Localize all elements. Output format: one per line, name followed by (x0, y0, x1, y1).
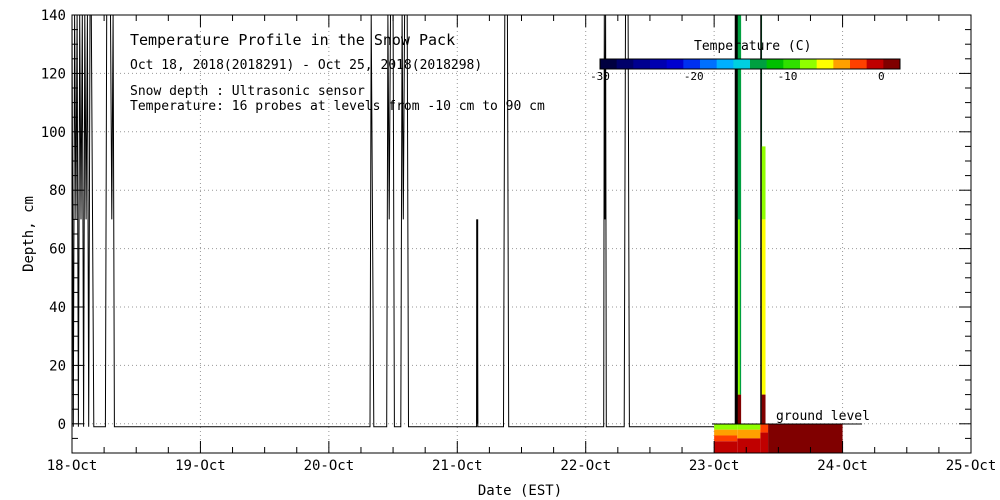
y-tick-labels: 0 20 40 60 80 100 120 140 (41, 8, 66, 433)
note-snow-depth: Snow depth : Ultrasonic sensor (130, 84, 365, 99)
colorbar-swatch (633, 59, 651, 69)
temperature-cell (735, 15, 742, 395)
temperature-cell (737, 438, 761, 453)
y-tick-label: 120 (41, 66, 66, 82)
colorbar-tick-label: -10 (778, 70, 798, 83)
temperature-cell (714, 435, 738, 442)
colorbar-tick-label: -20 (684, 70, 704, 83)
y-tick-label: 0 (58, 417, 66, 433)
colorbar-title: Temperature (C) (694, 39, 811, 54)
x-tick-label: 22-Oct (560, 458, 611, 474)
x-tick-label: 21-Oct (432, 458, 483, 474)
colorbar-swatch (850, 59, 868, 69)
y-tick-label: 60 (49, 242, 66, 258)
plot-frame (71, 14, 972, 454)
x-tick-labels: 18-Oct 19-Oct 20-Oct 21-Oct 22-Oct 23-Oct 24-O… (47, 458, 997, 474)
temperature-cell (760, 423, 769, 433)
temperature-cell (768, 423, 843, 453)
temperature-cell (761, 219, 766, 395)
snow-depth-series (71, 14, 762, 428)
colorbar-swatch (616, 59, 634, 69)
temperature-cell (714, 441, 738, 453)
ground-level-label: ground level (776, 409, 870, 424)
x-tick-label: 25-Oct (946, 458, 997, 474)
x-tick-label: 24-Oct (817, 458, 868, 474)
temperature-cell (714, 423, 738, 430)
temperature-cell (761, 394, 766, 424)
colorbar-swatch (650, 59, 668, 69)
chart-subtitle: Oct 18, 2018(2018291) - Oct 25, 2018(201… (130, 58, 482, 73)
colorbar-swatch (666, 59, 684, 69)
colorbar-swatch (600, 59, 618, 69)
axis-ticks (71, 14, 972, 454)
colorbar-swatch (716, 59, 734, 69)
colorbar-tick-label: -30 (590, 70, 610, 83)
colorbar-swatch (883, 59, 901, 69)
x-axis-label: Date (EST) (478, 483, 562, 499)
x-tick-label: 18-Oct (47, 458, 98, 474)
temperature-cell (760, 432, 769, 453)
chart-title: Temperature Profile in the Snow Pack (130, 31, 455, 49)
colorbar-swatch (800, 59, 818, 69)
colorbar-swatch (866, 59, 884, 69)
colorbar-swatch (766, 59, 784, 69)
temperature-cell (737, 219, 740, 395)
y-tick-label: 40 (49, 300, 66, 316)
y-tick-label: 20 (49, 358, 66, 374)
snow-depth-line (71, 14, 715, 428)
temperature-cell (737, 429, 761, 439)
colorbar-swatch (683, 59, 701, 69)
y-tick-label: 140 (41, 8, 66, 24)
note-temperature-probes: Temperature: 16 probes at levels from -1… (130, 99, 545, 114)
x-tick-label: 20-Oct (304, 458, 355, 474)
x-tick-label: 23-Oct (689, 458, 740, 474)
colorbar-swatch (700, 59, 718, 69)
temperature-cell (761, 146, 766, 220)
grid-lines (72, 15, 971, 453)
y-tick-label: 80 (49, 183, 66, 199)
colorbar-swatch (816, 59, 834, 69)
temperature-cell (714, 429, 738, 436)
x-tick-label: 19-Oct (175, 458, 226, 474)
colorbar-swatch (783, 59, 801, 69)
temperature-heatmap (714, 15, 843, 453)
colorbar-frame (599, 58, 901, 70)
temperature-colorbar: -30 -20 -10 0 (590, 58, 901, 83)
temperature-cell (737, 423, 761, 430)
colorbar-tick-label: 0 (878, 70, 885, 83)
temperature-cell (735, 394, 742, 424)
y-tick-label: 100 (41, 125, 66, 141)
colorbar-swatch (750, 59, 768, 69)
colorbar-swatch (833, 59, 851, 69)
y-axis-label: Depth, cm (21, 196, 37, 272)
colorbar-swatch (733, 59, 751, 69)
